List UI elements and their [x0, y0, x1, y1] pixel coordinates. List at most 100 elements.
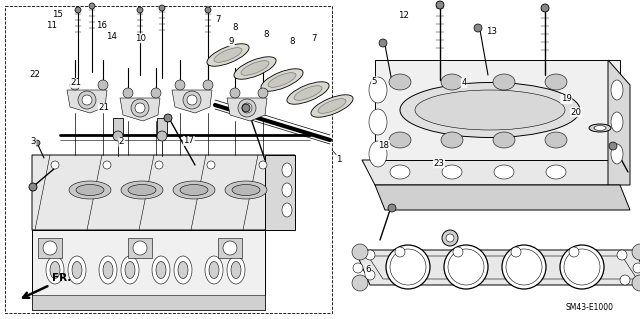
Circle shape: [511, 247, 521, 257]
Polygon shape: [67, 90, 107, 113]
Circle shape: [29, 183, 37, 191]
Circle shape: [230, 88, 240, 98]
Circle shape: [70, 80, 80, 90]
Text: 13: 13: [486, 27, 497, 36]
Polygon shape: [172, 90, 212, 113]
Circle shape: [632, 275, 640, 291]
Ellipse shape: [209, 262, 219, 278]
Text: 1: 1: [337, 155, 342, 164]
Text: 10: 10: [135, 34, 147, 43]
Circle shape: [365, 270, 375, 280]
Ellipse shape: [369, 109, 387, 135]
Ellipse shape: [207, 44, 249, 66]
Ellipse shape: [415, 90, 565, 130]
Text: 17: 17: [183, 137, 195, 145]
Ellipse shape: [152, 256, 170, 284]
Circle shape: [223, 241, 237, 255]
Ellipse shape: [282, 163, 292, 177]
Circle shape: [164, 114, 172, 122]
Text: 16: 16: [95, 21, 107, 30]
Circle shape: [617, 250, 627, 260]
Ellipse shape: [46, 256, 64, 284]
Text: 7: 7: [215, 15, 220, 24]
Circle shape: [474, 24, 482, 32]
Circle shape: [133, 241, 147, 255]
Circle shape: [207, 161, 215, 169]
Polygon shape: [218, 238, 242, 258]
Circle shape: [446, 234, 454, 242]
Text: 21: 21: [70, 78, 81, 87]
Circle shape: [51, 161, 59, 169]
Polygon shape: [128, 238, 152, 258]
Text: 5: 5: [372, 77, 377, 86]
Ellipse shape: [400, 83, 580, 137]
Ellipse shape: [125, 262, 135, 278]
Ellipse shape: [369, 77, 387, 103]
Circle shape: [633, 263, 640, 273]
Circle shape: [444, 245, 488, 289]
Circle shape: [352, 244, 368, 260]
Ellipse shape: [282, 183, 292, 197]
Text: SM43-E1000: SM43-E1000: [566, 303, 614, 312]
Ellipse shape: [441, 74, 463, 90]
Circle shape: [609, 142, 617, 150]
Ellipse shape: [594, 125, 606, 130]
Ellipse shape: [545, 132, 567, 148]
Ellipse shape: [178, 262, 188, 278]
Ellipse shape: [234, 57, 276, 79]
Polygon shape: [32, 230, 265, 310]
Text: 14: 14: [106, 32, 118, 41]
Circle shape: [353, 263, 363, 273]
Circle shape: [123, 88, 133, 98]
Ellipse shape: [369, 141, 387, 167]
Circle shape: [137, 7, 143, 13]
Ellipse shape: [442, 165, 462, 179]
Ellipse shape: [389, 74, 411, 90]
Ellipse shape: [287, 82, 329, 104]
Circle shape: [175, 80, 185, 90]
Polygon shape: [265, 155, 295, 230]
Ellipse shape: [282, 203, 292, 217]
Text: 23: 23: [433, 159, 445, 168]
Polygon shape: [38, 238, 62, 258]
Circle shape: [238, 99, 256, 117]
Ellipse shape: [231, 262, 241, 278]
Circle shape: [155, 161, 163, 169]
Polygon shape: [355, 250, 640, 285]
Circle shape: [541, 4, 549, 12]
Circle shape: [388, 204, 396, 212]
Ellipse shape: [225, 181, 267, 199]
Ellipse shape: [318, 99, 346, 113]
Circle shape: [151, 88, 161, 98]
Circle shape: [205, 7, 211, 13]
Circle shape: [103, 161, 111, 169]
Circle shape: [453, 247, 463, 257]
Ellipse shape: [121, 181, 163, 199]
Ellipse shape: [493, 132, 515, 148]
Circle shape: [78, 91, 96, 109]
Ellipse shape: [611, 112, 623, 132]
Circle shape: [34, 140, 40, 146]
Ellipse shape: [389, 132, 411, 148]
Text: 21: 21: [98, 103, 109, 112]
Ellipse shape: [227, 256, 245, 284]
Ellipse shape: [268, 73, 296, 87]
Circle shape: [113, 131, 123, 141]
Polygon shape: [157, 118, 167, 136]
Circle shape: [157, 131, 167, 141]
Circle shape: [502, 245, 546, 289]
Text: 2: 2: [119, 137, 124, 146]
Polygon shape: [113, 118, 123, 136]
Circle shape: [187, 95, 197, 105]
Circle shape: [159, 5, 165, 11]
Circle shape: [436, 1, 444, 9]
Ellipse shape: [214, 48, 242, 62]
Polygon shape: [375, 60, 620, 160]
Circle shape: [259, 161, 267, 169]
Ellipse shape: [390, 165, 410, 179]
Text: 6: 6: [365, 265, 371, 274]
Circle shape: [395, 247, 405, 257]
Circle shape: [43, 241, 57, 255]
Text: FR.: FR.: [52, 273, 72, 283]
Circle shape: [242, 103, 252, 113]
